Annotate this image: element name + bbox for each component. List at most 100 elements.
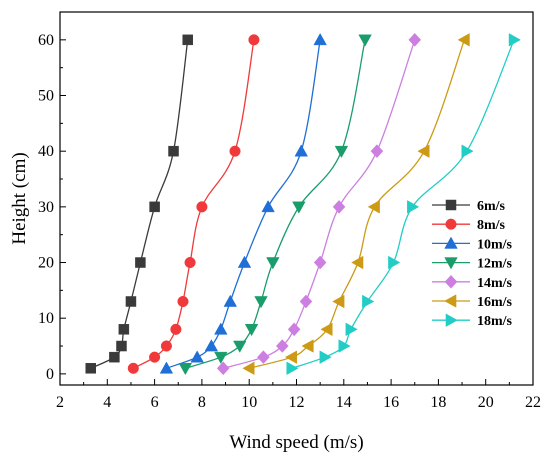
series-4 (178, 34, 372, 376)
legend-marker (445, 199, 457, 211)
legend-label: 14m/s (477, 276, 513, 291)
data-point (461, 144, 474, 158)
y-tick-label: 30 (38, 199, 54, 216)
x-tick-label: 20 (478, 394, 494, 411)
data-point (196, 201, 208, 213)
legend-label: 12m/s (477, 257, 513, 272)
axes-layer: 2 4 6 8 10 12 14 16 18 20 22 0 10 20 30 40 50 60 (38, 32, 541, 411)
series-2 (127, 34, 260, 374)
x-tick-label: 18 (430, 394, 446, 411)
data-point (301, 339, 314, 353)
series-7 (286, 33, 521, 376)
data-point (286, 361, 299, 376)
data-point (85, 363, 96, 374)
data-point (345, 322, 358, 337)
data-point (457, 33, 470, 47)
data-point (116, 340, 127, 352)
legend-marker (444, 257, 458, 270)
series-line (90, 39, 189, 369)
data-point (149, 351, 161, 363)
data-point (214, 322, 228, 335)
legend-entry: 16m/s (432, 294, 513, 310)
data-point (216, 361, 230, 376)
x-tick-label: 22 (525, 394, 541, 411)
data-point (178, 363, 193, 376)
data-point (367, 200, 380, 214)
data-point (351, 255, 364, 270)
series-1 (85, 34, 193, 374)
x-tick-label: 8 (198, 394, 206, 411)
data-point (254, 296, 268, 309)
series-line (223, 39, 416, 369)
data-point (160, 340, 172, 352)
data-point (204, 339, 219, 352)
data-point (338, 339, 351, 353)
legend-entry: 18m/s (432, 313, 513, 329)
legend-entry: 14m/s (432, 274, 513, 291)
data-point (388, 255, 401, 270)
data-point (214, 351, 228, 364)
data-point (508, 33, 521, 47)
data-point (275, 339, 289, 353)
data-point (320, 322, 333, 337)
data-point (170, 323, 182, 335)
x-tick-label: 10 (241, 394, 257, 411)
legend-label: 18m/s (477, 314, 513, 329)
series-5 (216, 32, 422, 376)
data-point (237, 255, 252, 268)
series-layer (85, 32, 521, 376)
x-tick-label: 2 (56, 394, 64, 411)
y-tick-label: 60 (38, 32, 54, 49)
x-axis-title: Wind speed (m/s) (229, 432, 363, 453)
data-point (332, 199, 346, 214)
data-point (149, 201, 160, 213)
data-point (294, 144, 308, 157)
series-3 (159, 33, 327, 374)
x-tick-label: 14 (336, 394, 352, 411)
data-point (292, 201, 306, 214)
legend-label: 16m/s (477, 295, 513, 310)
legend: 6m/s 8m/s 10m/s 12m/s 14m/s 16m/s 18m/s (432, 199, 513, 329)
data-point (287, 322, 301, 337)
data-point (233, 340, 247, 353)
data-point (127, 362, 139, 374)
y-tick-label: 50 (38, 88, 54, 105)
data-point (284, 350, 298, 364)
data-point (229, 145, 241, 157)
legend-entry: 12m/s (432, 257, 513, 272)
data-point (244, 324, 259, 337)
data-point (257, 350, 270, 365)
data-point (407, 200, 420, 214)
x-tick-label: 16 (383, 394, 399, 411)
legend-label: 6m/s (477, 199, 506, 214)
data-point (266, 257, 280, 270)
data-point (362, 294, 375, 309)
data-point (417, 144, 430, 158)
data-point (299, 294, 313, 309)
y-tick-label: 20 (38, 255, 54, 272)
legend-label: 10m/s (477, 237, 513, 252)
legend-label: 8m/s (477, 218, 506, 233)
data-point (242, 361, 255, 376)
y-tick-label: 0 (46, 366, 54, 383)
legend-marker (444, 274, 458, 289)
legend-entry: 10m/s (432, 236, 513, 252)
data-point (358, 34, 372, 47)
legend-marker (445, 313, 458, 327)
data-point (109, 351, 120, 363)
legend-marker (444, 236, 458, 249)
data-point (408, 32, 422, 47)
y-tick-label: 10 (38, 310, 54, 327)
y-axis-title: Height (cm) (9, 152, 30, 244)
data-point (319, 350, 332, 364)
legend-entry: 6m/s (432, 199, 506, 214)
data-point (334, 145, 349, 158)
data-point (125, 296, 137, 307)
legend-marker (444, 294, 457, 308)
x-tick-label: 4 (103, 394, 111, 411)
data-point (313, 255, 327, 270)
y-tick-label: 40 (38, 143, 54, 160)
data-point (332, 294, 345, 309)
x-tick-label: 12 (289, 394, 305, 411)
